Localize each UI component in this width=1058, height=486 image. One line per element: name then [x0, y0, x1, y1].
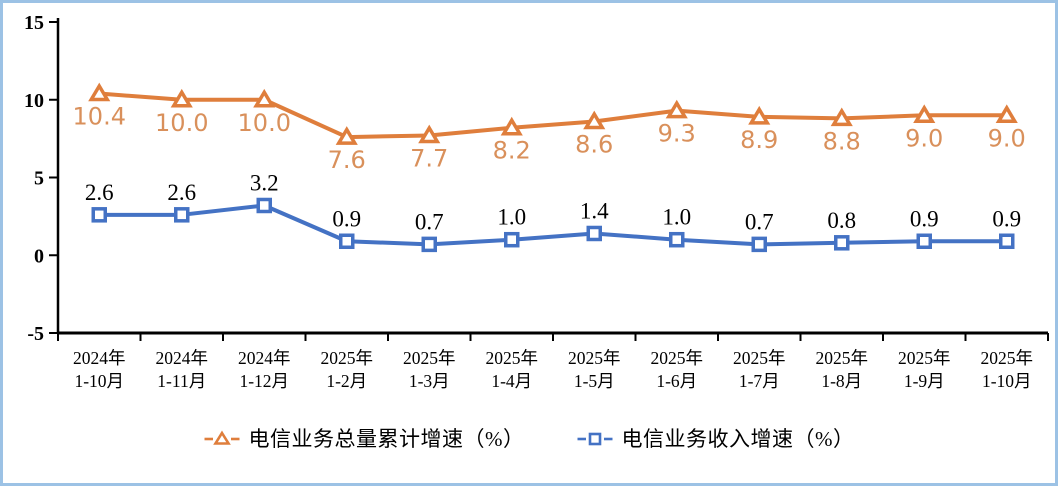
square-data-marker: [999, 233, 1015, 250]
y-axis-tick-label: -5: [27, 323, 44, 345]
data-label: 9.0: [988, 124, 1026, 152]
legend-label-total-volume-growth: 电信业务总量累计增速（%）: [248, 427, 525, 451]
chart-canvas: 15 10 5 0 -5 2024年 1-10月 2024年 1-11月 2024年 1-12月 20…: [24, 12, 1049, 391]
square-data-marker: [669, 231, 685, 248]
data-label: 7.7: [410, 145, 448, 173]
legend-label-revenue-growth: 电信业务收入增速（%）: [621, 427, 855, 451]
x-axis-category-label: 2025年 1-5月: [568, 348, 621, 391]
x-axis-category-label: 2025年 1-2月: [321, 348, 374, 391]
data-label: 0.9: [332, 206, 361, 231]
square-data-marker: [834, 235, 850, 251]
x-axis-category-label: 2025年 1-4月: [486, 348, 539, 391]
data-label: 8.2: [493, 137, 531, 165]
triangle-data-marker: [995, 104, 1018, 124]
data-label: 0.9: [910, 206, 939, 231]
x-axis-category-label: 2024年 1-11月: [156, 348, 209, 391]
y-axis-tick-label: 0: [34, 245, 44, 267]
data-label: 3.2: [250, 170, 279, 195]
triangle-data-marker: [335, 126, 358, 145]
series-line-0: [97, 91, 1009, 140]
x-axis-category-label: 2025年 1-7月: [733, 348, 786, 391]
triangle-data-marker: [913, 104, 936, 124]
square-data-marker: [174, 207, 190, 223]
series-line-1: [97, 203, 1009, 247]
triangle-line-marker-icon: [204, 430, 239, 445]
data-label: 7.6: [328, 146, 366, 174]
x-axis-category-label: 2025年 1-8月: [816, 348, 869, 391]
data-label: 0.8: [827, 208, 856, 233]
data-label: 8.6: [575, 131, 613, 159]
square-data-marker: [586, 225, 602, 242]
data-label: 1.0: [662, 205, 691, 230]
y-axis-tick-label: 10: [24, 90, 44, 112]
triangle-data-marker: [665, 99, 688, 119]
data-label: 2.6: [167, 180, 196, 205]
triangle-data-marker: [830, 107, 853, 127]
x-axis-category-label: 2024年 1-12月: [238, 348, 291, 391]
y-axis-tick-label: 15: [24, 12, 44, 34]
data-label: 10.0: [155, 109, 208, 137]
data-label: 0.9: [992, 206, 1021, 231]
square-data-marker: [504, 231, 520, 248]
triangle-data-marker: [88, 82, 111, 102]
data-label: 9.0: [905, 124, 943, 152]
data-label: 8.9: [740, 126, 778, 154]
square-data-marker: [339, 233, 355, 250]
triangle-data-marker: [748, 105, 771, 125]
triangle-data-marker: [418, 124, 441, 144]
data-label: 10.0: [238, 109, 291, 137]
data-label: 1.4: [580, 198, 609, 223]
data-label: 9.3: [658, 120, 696, 148]
square-data-marker: [916, 233, 932, 250]
square-line-marker-icon: [577, 432, 612, 445]
x-axis-category-label: 2025年 1-10月: [981, 348, 1034, 391]
triangle-data-marker: [170, 88, 193, 108]
data-label: 1.0: [497, 205, 526, 230]
triangle-data-marker: [500, 116, 523, 136]
square-data-marker: [91, 207, 107, 223]
square-data-marker: [256, 197, 272, 214]
legend: 电信业务总量累计增速（%） 电信业务收入增速（%）: [3, 423, 1055, 453]
x-axis-category-label: 2024年 1-10月: [73, 348, 126, 391]
square-data-marker: [421, 236, 437, 253]
data-label: 0.7: [745, 209, 774, 234]
data-label: 0.7: [415, 209, 444, 234]
legend-item-total-volume-growth: 电信业务总量累计增速（%）: [204, 423, 525, 453]
x-axis-category-label: 2025年 1-9月: [898, 348, 951, 391]
triangle-data-marker: [253, 88, 276, 108]
data-label: 8.8: [823, 127, 861, 155]
data-label: 10.4: [73, 103, 126, 131]
x-axis-category-label: 2025年 1-3月: [403, 348, 456, 391]
x-axis-category-label: 2025年 1-6月: [651, 348, 704, 391]
triangle-data-marker: [583, 110, 606, 130]
data-label: 2.6: [85, 180, 114, 205]
legend-item-revenue-growth: 电信业务收入增速（%）: [577, 423, 855, 453]
y-axis-tick-label: 5: [34, 168, 44, 190]
square-data-marker: [751, 236, 767, 253]
